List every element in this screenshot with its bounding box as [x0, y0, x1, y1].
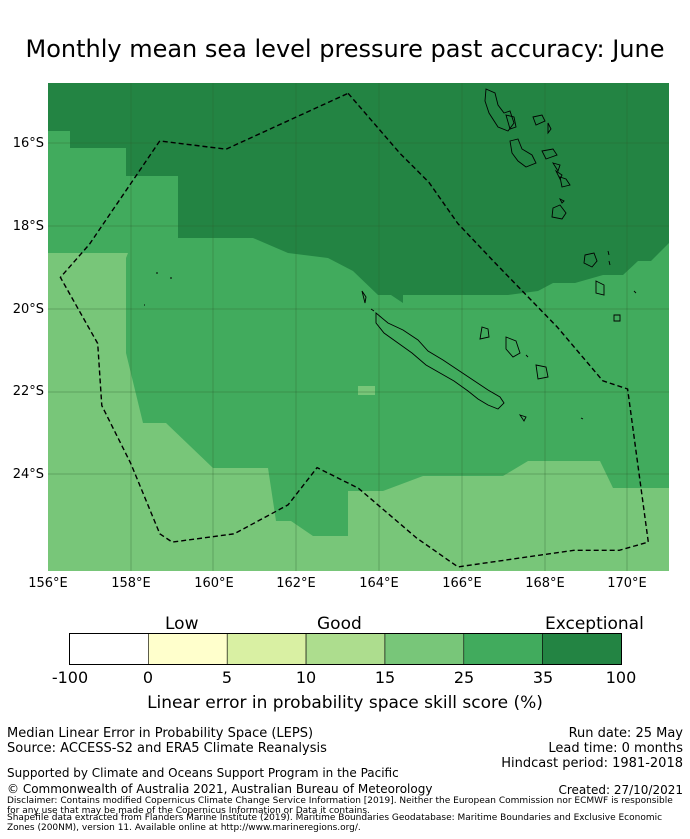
lead-time: Lead time: 0 months: [548, 741, 683, 756]
colorbar-label: Linear error in probability space skill …: [147, 693, 543, 713]
created-date: Created: 27/10/2021: [558, 783, 683, 797]
skill-region-dark: [48, 83, 669, 303]
colorbar-bin: [148, 633, 228, 665]
colorbar: [69, 633, 622, 665]
lon-label: 166°E: [442, 576, 482, 591]
colorbar-category: Low: [165, 614, 199, 634]
colorbar-tick: 0: [142, 668, 154, 687]
skill-map: [48, 83, 669, 571]
method-text: Median Linear Error in Probability Space…: [7, 726, 314, 741]
colorbar-tick: 5: [221, 668, 233, 687]
colorbar-category: Good: [317, 614, 362, 634]
colorbar-tick: 10: [295, 668, 317, 687]
lat-label: 18°S: [12, 219, 44, 234]
lon-label: 164°E: [359, 576, 399, 591]
support-text: Supported by Climate and Oceans Support …: [7, 766, 399, 780]
lon-label: 170°E: [607, 576, 647, 591]
source-text: Source: ACCESS-S2 and ERA5 Climate Reana…: [7, 741, 327, 756]
lon-label: 168°E: [525, 576, 565, 591]
lat-label: 22°S: [12, 384, 44, 399]
colorbar-bin: [305, 633, 386, 665]
colorbar-tick: 15: [374, 668, 396, 687]
map-gridlines: [48, 83, 669, 571]
colorbar-tick: 100: [605, 668, 637, 687]
colorbar-tick: 25: [453, 668, 475, 687]
lon-label: 162°E: [276, 576, 316, 591]
skill-region-patch: [358, 386, 375, 395]
disclaimer-text: Disclaimer: Contains modified Copernicus…: [7, 796, 673, 816]
colorbar-frame: [69, 633, 622, 665]
lon-label: 158°E: [111, 576, 151, 591]
colorbar-bin: [542, 633, 622, 665]
colorbar-bin: [226, 633, 307, 665]
colorbar-category: Exceptional: [545, 614, 644, 634]
colorbar-bin: [69, 633, 149, 665]
lat-label: 24°S: [12, 467, 44, 482]
shapefile-credit: Shapefile data extracted from Flanders M…: [7, 813, 663, 833]
lat-label: 20°S: [12, 302, 44, 317]
map-title: Monthly mean sea level pressure past acc…: [25, 35, 665, 63]
coastlines: [144, 88, 637, 422]
hindcast-period: Hindcast period: 1981-2018: [501, 756, 683, 771]
lon-label: 156°E: [28, 576, 68, 591]
colorbar-tick: 35: [532, 668, 554, 687]
run-date: Run date: 25 May: [568, 726, 683, 741]
colorbar-tick: -100: [51, 668, 89, 687]
copyright-text: © Commonwealth of Australia 2021, Austra…: [7, 782, 433, 796]
lat-label: 16°S: [12, 136, 44, 151]
colorbar-bin: [463, 633, 543, 665]
eez-boundary: [59, 92, 650, 568]
colorbar-bin: [384, 633, 465, 665]
lon-label: 160°E: [194, 576, 234, 591]
